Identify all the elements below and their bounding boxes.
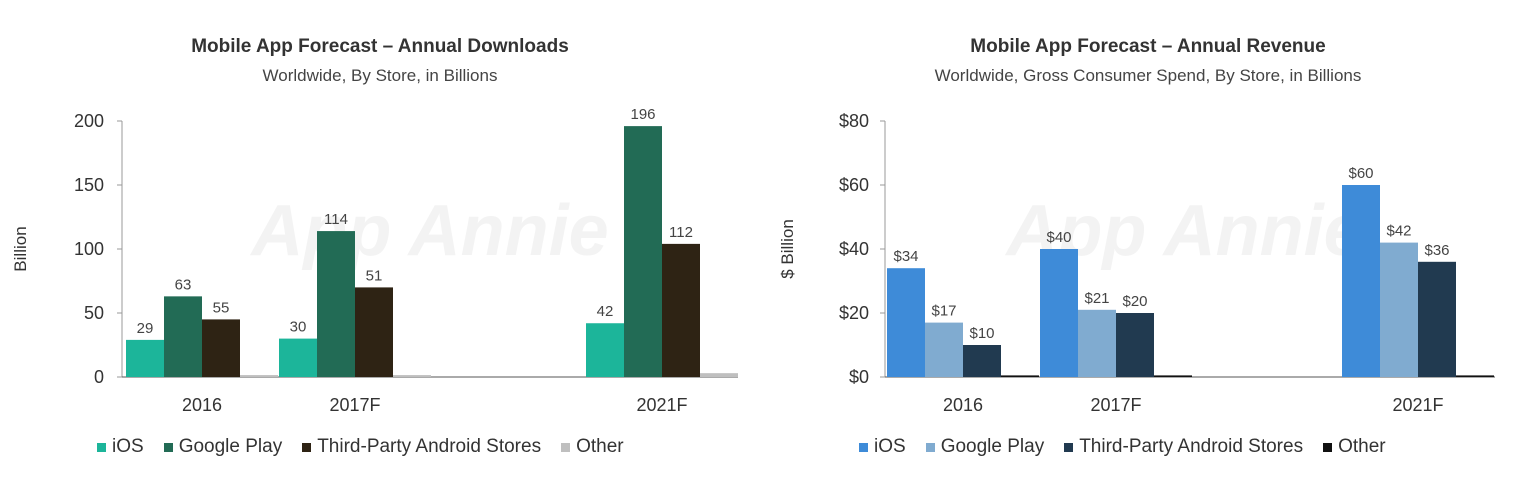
y-tick-label: 200 — [74, 111, 104, 131]
y-tick-label: $40 — [839, 239, 869, 259]
bar-other — [700, 373, 738, 377]
bar-ios — [1342, 185, 1380, 377]
bar-third-party-android-stores — [963, 345, 1001, 377]
bar-third-party-android-stores — [355, 287, 393, 377]
bar-other — [1001, 375, 1039, 377]
legend-label: Google Play — [178, 436, 283, 457]
bar-third-party-android-stores — [1418, 261, 1456, 377]
y-tick-label: 50 — [84, 303, 104, 323]
bar-third-party-android-stores — [202, 319, 240, 377]
y-tick-label: 0 — [94, 367, 104, 387]
legend-item: Other — [561, 436, 624, 458]
bar-ios — [279, 338, 317, 377]
legend-label: Other — [1338, 436, 1386, 457]
legend-item: Third-Party Android Stores — [302, 436, 541, 458]
data-label: $20 — [1122, 293, 1147, 310]
legend-swatch — [163, 442, 173, 452]
bar-google-play — [925, 322, 963, 377]
bar-ios — [586, 323, 624, 377]
data-label: 196 — [630, 106, 655, 123]
x-tick-label: 2017F — [329, 395, 380, 415]
legend-label: Google Play — [940, 436, 1045, 457]
revenue-chart-svg: App Annie$0$20$40$60$80$ Billion $34$17$1… — [778, 111, 1495, 415]
y-tick-label: 100 — [74, 239, 104, 259]
bar-other — [1154, 375, 1192, 377]
chart-title: Mobile App Forecast – Annual Downloads — [191, 36, 569, 57]
bar-google-play — [317, 231, 355, 377]
y-tick-label: $60 — [839, 175, 869, 195]
y-tick-label: $80 — [839, 111, 869, 131]
bar-google-play — [164, 296, 202, 377]
legend-item: iOS — [859, 436, 906, 458]
bar-google-play — [1078, 309, 1116, 377]
bar-google-play — [624, 126, 662, 378]
revenue-chart-panel: Mobile App Forecast – Annual Revenue Wor… — [765, 0, 1531, 477]
data-label: 63 — [175, 276, 192, 293]
legend-label: Other — [576, 436, 624, 457]
data-label: 42 — [597, 303, 614, 320]
bar-ios — [126, 339, 164, 377]
data-label: $10 — [969, 325, 994, 342]
bar-other — [240, 375, 278, 377]
y-axis-label: Billion — [11, 226, 30, 271]
legend-swatch — [561, 442, 571, 452]
legend-item: iOS — [97, 436, 144, 458]
legend-item: Google Play — [163, 436, 283, 458]
data-label: $40 — [1046, 229, 1071, 246]
data-label: 114 — [324, 211, 348, 228]
legend-swatch — [1323, 442, 1333, 452]
data-label: $21 — [1084, 290, 1109, 307]
chart-title: Mobile App Forecast – Annual Revenue — [970, 36, 1326, 57]
data-label: $36 — [1424, 242, 1449, 259]
legend-item: Third-Party Android Stores — [1064, 436, 1303, 458]
downloads-chart-svg: App Annie 0 50 100 150 200 Billion 29 63 55 2016 30… — [11, 106, 738, 415]
data-label: $42 — [1386, 223, 1411, 240]
legend-swatch — [1064, 442, 1074, 452]
bar-ios — [887, 268, 925, 377]
bar-other — [393, 375, 431, 377]
data-label: 51 — [366, 267, 383, 284]
downloads-legend: iOS Google Play Third-Party Android Stores… — [97, 436, 624, 458]
y-tick-label: $20 — [839, 303, 869, 323]
legend-label: Third-Party Android Stores — [1079, 436, 1304, 457]
legend-label: iOS — [874, 436, 906, 457]
legend-swatch — [925, 442, 935, 452]
legend-label: iOS — [112, 436, 144, 457]
data-label: $34 — [893, 248, 918, 265]
x-tick-label: 2017F — [1090, 395, 1141, 415]
x-tick-label: 2016 — [182, 395, 222, 415]
bar-other — [1456, 375, 1494, 377]
bar-ios — [1040, 249, 1078, 377]
x-tick-label: 2021F — [636, 395, 687, 415]
bar-third-party-android-stores — [1116, 313, 1154, 377]
bar-third-party-android-stores — [662, 243, 700, 377]
legend-swatch — [97, 442, 106, 452]
legend-item: Google Play — [925, 436, 1045, 458]
x-tick-label: 2016 — [943, 395, 983, 415]
bar-google-play — [1380, 242, 1418, 377]
data-label: 30 — [290, 319, 307, 336]
legend-label: Third-Party Android Stores — [317, 436, 542, 457]
revenue-legend: iOS Google Play Third-Party Android Stores… — [859, 436, 1386, 458]
legend-swatch — [859, 442, 868, 452]
x-tick-label: 2021F — [1392, 395, 1443, 415]
data-label: 55 — [213, 299, 230, 316]
data-label: $60 — [1348, 165, 1373, 182]
chart-subtitle: Worldwide, By Store, in Billions — [262, 66, 498, 85]
y-axis-label: $ Billion — [778, 219, 797, 279]
data-label: 29 — [137, 320, 154, 337]
data-label: $17 — [931, 303, 956, 320]
y-tick-label: $0 — [849, 367, 869, 387]
y-tick-label: 150 — [74, 175, 104, 195]
chart-subtitle: Worldwide, Gross Consumer Spend, By Stor… — [934, 66, 1362, 85]
legend-swatch — [302, 442, 312, 452]
watermark-text: App Annie — [249, 191, 608, 271]
legend-item: Other — [1323, 436, 1386, 458]
data-label: 112 — [669, 224, 693, 241]
downloads-chart-panel: Mobile App Forecast – Annual Downloads W… — [0, 0, 760, 477]
